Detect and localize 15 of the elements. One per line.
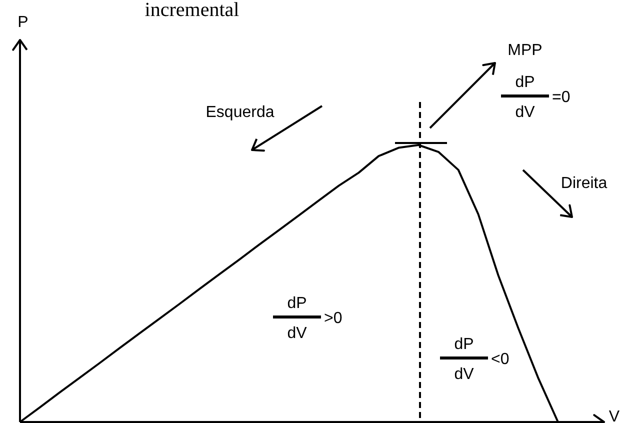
annotation: >0	[324, 310, 342, 327]
x-axis-title: V	[608, 408, 620, 423]
annotation: dV	[287, 325, 308, 342]
annotation: Direita	[560, 175, 608, 192]
annotation: <0	[491, 351, 510, 368]
text: dV	[515, 104, 536, 121]
annotation: dP	[287, 295, 307, 312]
annotation: dV	[454, 366, 474, 383]
text: Esquerda	[206, 104, 274, 121]
text: P	[18, 14, 28, 31]
text: MPP	[508, 42, 542, 59]
chart-title: incremental	[144, 0, 240, 21]
text: =0	[552, 89, 570, 106]
text: dP	[515, 74, 535, 91]
annotation: dP	[454, 336, 474, 353]
